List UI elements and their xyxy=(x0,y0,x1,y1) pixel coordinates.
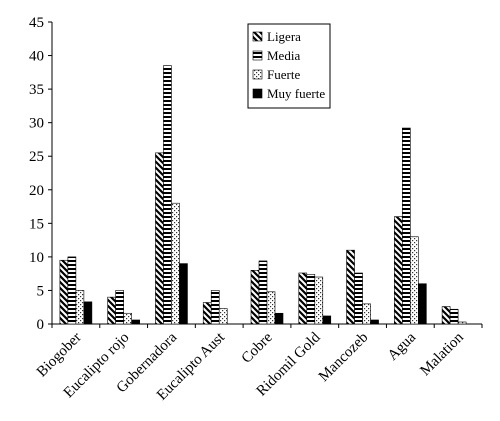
bar-fuerte-1 xyxy=(123,312,132,325)
bar-fuerte-3 xyxy=(218,308,228,325)
bar-ligera-8 xyxy=(441,306,451,325)
legend-label: Media xyxy=(267,48,300,63)
legend-swatch xyxy=(252,69,263,80)
bar-media-3 xyxy=(210,290,220,325)
legend-swatch xyxy=(252,88,263,99)
bar-ligera-1 xyxy=(107,296,116,325)
bar-muy-fuerte-5 xyxy=(322,315,332,325)
bar-ligera-0 xyxy=(59,259,69,325)
bar-muy-fuerte-4 xyxy=(274,312,284,325)
bar-media-1 xyxy=(115,290,124,325)
bars xyxy=(59,65,467,325)
y-tick-label: 30 xyxy=(29,116,44,132)
y-tick-label: 25 xyxy=(29,149,44,165)
y-tick-label: 10 xyxy=(29,250,44,266)
bar-muy-fuerte-0 xyxy=(83,301,93,325)
bar-ligera-5 xyxy=(298,272,308,325)
bar-muy-fuerte-7 xyxy=(418,283,427,325)
x-tick-label: Cobre xyxy=(239,329,276,366)
bar-media-7 xyxy=(402,127,411,325)
bar-ligera-7 xyxy=(394,216,403,325)
bar-fuerte-8 xyxy=(457,321,467,325)
bar-fuerte-7 xyxy=(410,236,419,325)
bar-fuerte-5 xyxy=(314,276,324,325)
bar-ligera-4 xyxy=(250,270,260,325)
bar-media-6 xyxy=(354,272,363,325)
legend-label: Ligera xyxy=(267,29,301,44)
y-tick-label: 15 xyxy=(29,216,44,232)
legend: Ligera Media Fuerte Muy fuerte xyxy=(247,23,331,109)
y-tick-label: 40 xyxy=(29,49,44,65)
bar-fuerte-6 xyxy=(362,303,371,325)
bar-ligera-6 xyxy=(346,249,355,325)
x-tick-label: Mancozeb xyxy=(316,330,371,385)
bar-ligera-3 xyxy=(202,302,212,325)
y-tick-label: 0 xyxy=(37,317,45,333)
y-tick-label: 5 xyxy=(37,283,45,299)
bar-muy-fuerte-2 xyxy=(179,263,188,325)
legend-swatch xyxy=(252,50,263,61)
bar-fuerte-2 xyxy=(171,202,180,325)
y-tick-labels: 0 5 10 15 20 25 30 35 40 45 xyxy=(29,15,44,333)
bar-fuerte-0 xyxy=(75,290,85,325)
legend-swatch xyxy=(252,31,263,42)
bar-muy-fuerte-6 xyxy=(370,319,379,325)
legend-label: Muy fuerte xyxy=(267,86,325,101)
bar-ligera-2 xyxy=(155,152,164,325)
bar-muy-fuerte-1 xyxy=(131,319,140,325)
x-tick-label: Malation xyxy=(417,329,467,379)
bar-media-4 xyxy=(258,260,268,325)
legend-label: Fuerte xyxy=(267,67,300,82)
bar-media-5 xyxy=(306,274,316,325)
y-tick-label: 45 xyxy=(29,15,44,31)
bar-media-0 xyxy=(67,256,77,325)
bar-media-8 xyxy=(449,308,459,325)
y-tick-label: 20 xyxy=(29,183,44,199)
bar-fuerte-4 xyxy=(266,291,276,325)
y-tick-label: 35 xyxy=(29,82,44,98)
bar-media-2 xyxy=(163,65,172,325)
x-tick-label: Agua xyxy=(385,329,420,364)
